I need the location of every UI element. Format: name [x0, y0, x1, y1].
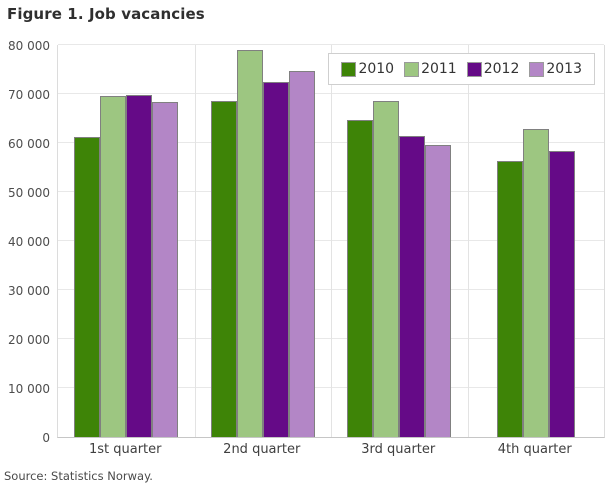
bar-2010-4th-quarter[interactable]	[496, 160, 523, 437]
y-tick-label-30-000: 30 000	[8, 284, 50, 298]
y-tick-label-10-000: 10 000	[8, 382, 50, 396]
h-gridline-80000	[58, 44, 604, 45]
legend-swatch-2013	[529, 61, 545, 77]
x-tick-label-3rd-quarter: 3rd quarter	[361, 442, 436, 457]
x-tick-label-1st-quarter: 1st quarter	[88, 442, 162, 457]
x-tick-label-2nd-quarter: 2nd quarter	[223, 442, 301, 457]
legend-label-2011: 2011	[421, 61, 457, 77]
v-gridline-2	[331, 45, 332, 437]
bar-2013-1st-quarter[interactable]	[152, 102, 179, 437]
y-tick-label-70-000: 70 000	[8, 88, 50, 102]
bar-2011-2nd-quarter[interactable]	[236, 50, 263, 437]
legend: 2010 2011 2012 2013	[328, 53, 595, 85]
panel-2nd-quarter	[195, 45, 332, 437]
bar-2012-3rd-quarter[interactable]	[399, 135, 426, 437]
legend-swatch-2010	[341, 61, 357, 77]
panel-1st-quarter	[58, 45, 195, 437]
y-tick-label-60-000: 60 000	[8, 137, 50, 151]
bar-2010-2nd-quarter[interactable]	[210, 100, 237, 437]
v-gridline-3	[467, 45, 469, 437]
y-tick-label-80-000: 80 000	[8, 39, 50, 53]
bar-2011-3rd-quarter[interactable]	[373, 100, 400, 437]
y-tick-label-0: 0	[42, 431, 50, 445]
y-tick-label-40-000: 40 000	[8, 235, 50, 249]
plot-area: 2010 2011 2012 2013	[57, 44, 605, 438]
legend-item-2011[interactable]: 2011	[404, 61, 457, 77]
x-tick-label-4th-quarter: 4th quarter	[497, 442, 572, 457]
chart-title: Figure 1. Job vacancies	[7, 5, 205, 23]
x-axis: 1st quarter 2nd quarter 3rd quarter 4th qua…	[57, 442, 603, 460]
legend-swatch-2011	[404, 61, 420, 77]
panel-3rd-quarter	[331, 45, 468, 437]
v-gridline-1	[194, 45, 196, 437]
bar-2011-4th-quarter[interactable]	[522, 128, 549, 437]
legend-swatch-2012	[466, 61, 482, 77]
bar-2011-1st-quarter[interactable]	[100, 95, 127, 437]
legend-item-2010[interactable]: 2010	[341, 61, 394, 77]
bar-2010-1st-quarter[interactable]	[74, 136, 101, 437]
bar-2012-2nd-quarter[interactable]	[262, 81, 289, 437]
legend-label-2012: 2012	[483, 61, 520, 77]
bar-2012-4th-quarter[interactable]	[548, 150, 575, 437]
y-tick-label-20-000: 20 000	[8, 333, 50, 347]
legend-item-2012[interactable]: 2012	[466, 61, 520, 77]
bar-panels	[58, 45, 604, 437]
bar-2012-1st-quarter[interactable]	[126, 94, 153, 437]
bar-2013-3rd-quarter[interactable]	[425, 144, 452, 437]
bar-2013-2nd-quarter[interactable]	[288, 70, 315, 437]
y-axis: 0 10 000 20 000 30 000 40 000 50 000 60 000 70 …	[0, 0, 50, 488]
source-note: Source: Statistics Norway.	[4, 469, 153, 483]
bar-2010-3rd-quarter[interactable]	[347, 119, 374, 437]
y-tick-label-50-000: 50 000	[8, 186, 50, 200]
legend-label-2013: 2013	[546, 61, 582, 77]
panel-4th-quarter	[468, 45, 605, 437]
legend-label-2010: 2010	[358, 61, 395, 77]
legend-item-2013[interactable]: 2013	[529, 61, 582, 77]
